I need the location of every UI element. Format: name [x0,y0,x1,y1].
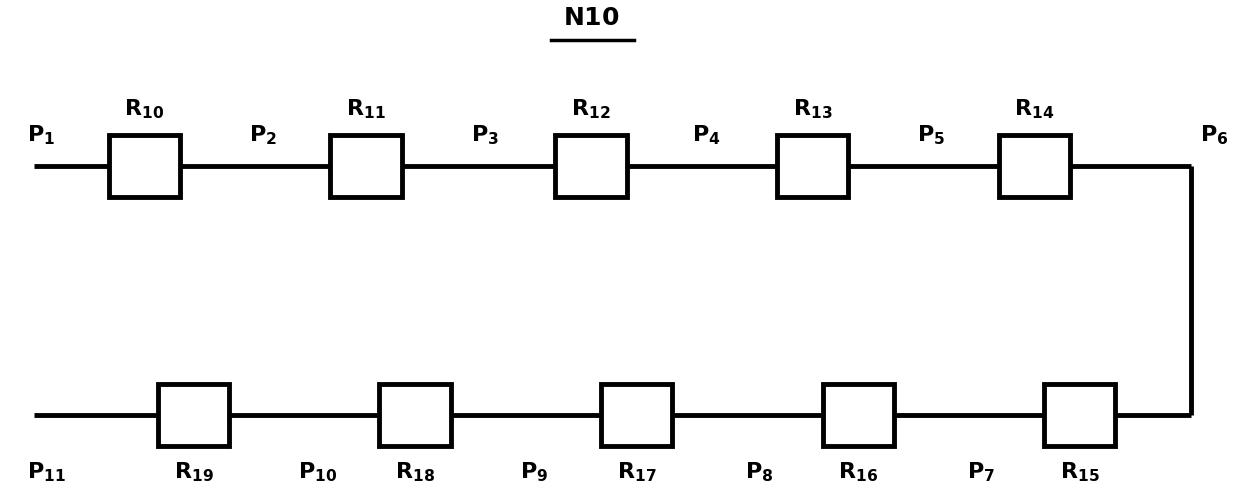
FancyBboxPatch shape [555,135,627,198]
Text: $\mathbf{P_6}$: $\mathbf{P_6}$ [1201,124,1229,147]
Text: $\mathbf{P_7}$: $\mathbf{P_7}$ [966,460,995,484]
Text: $\mathbf{P_9}$: $\mathbf{P_9}$ [519,460,548,484]
Text: $\mathbf{P_3}$: $\mathbf{P_3}$ [471,124,498,147]
Text: $\mathbf{R_{10}}$: $\mathbf{R_{10}}$ [124,97,165,121]
Text: $\mathbf{R_{14}}$: $\mathbf{R_{14}}$ [1014,97,1054,121]
Text: $\mathbf{P_8}$: $\mathbf{P_8}$ [745,460,773,484]
FancyBboxPatch shape [109,135,180,198]
FancyBboxPatch shape [379,384,451,446]
Text: $\mathbf{R_{19}}$: $\mathbf{R_{19}}$ [173,460,213,484]
FancyBboxPatch shape [601,384,673,446]
Text: $\mathbf{R_{18}}$: $\mathbf{R_{18}}$ [395,460,435,484]
Text: $\mathbf{R_{13}}$: $\mathbf{R_{13}}$ [793,97,833,121]
Text: $\mathbf{P_{11}}$: $\mathbf{P_{11}}$ [27,460,67,484]
Text: $\mathbf{R_{17}}$: $\mathbf{R_{17}}$ [617,460,657,484]
Text: $\mathbf{P_5}$: $\mathbf{P_5}$ [917,124,945,147]
Text: $\mathbf{R_{15}}$: $\mathbf{R_{15}}$ [1059,460,1100,484]
Text: $\mathbf{P_{10}}$: $\mathbf{P_{10}}$ [299,460,337,484]
FancyBboxPatch shape [823,384,893,446]
Text: $\mathbf{P_2}$: $\mathbf{P_2}$ [249,124,278,147]
FancyBboxPatch shape [330,135,401,198]
FancyBboxPatch shape [157,384,229,446]
Text: $\mathbf{R_{16}}$: $\mathbf{R_{16}}$ [838,460,878,484]
Text: $\mathbf{R_{12}}$: $\mathbf{R_{12}}$ [571,97,611,121]
Text: $\mathbf{P_1}$: $\mathbf{P_1}$ [27,124,56,147]
FancyBboxPatch shape [777,135,849,198]
Text: $\mathbf{R_{11}}$: $\mathbf{R_{11}}$ [346,97,385,121]
Text: $\mathbf{N10}$: $\mathbf{N10}$ [563,6,620,30]
FancyBboxPatch shape [999,135,1070,198]
FancyBboxPatch shape [1044,384,1115,446]
Text: $\mathbf{P_4}$: $\mathbf{P_4}$ [693,124,721,147]
